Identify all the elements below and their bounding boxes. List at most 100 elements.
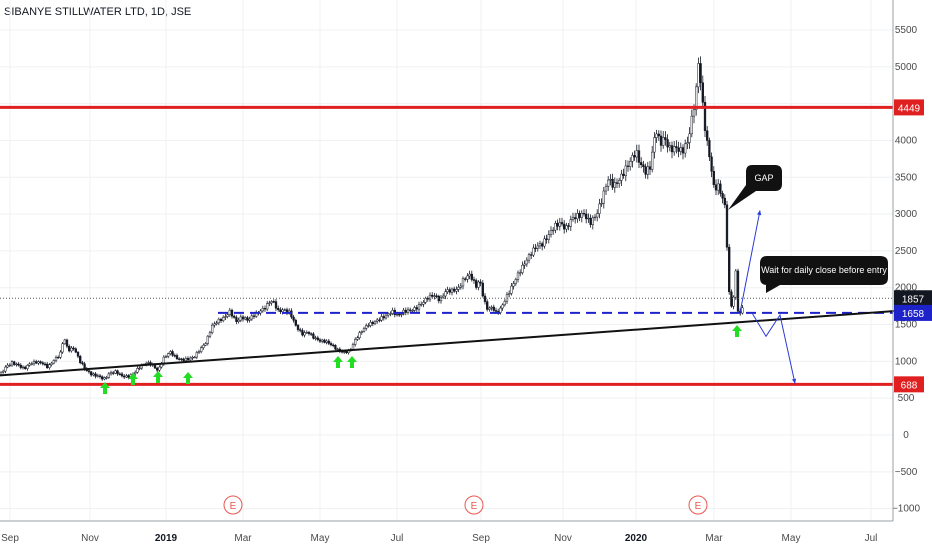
candle-body xyxy=(567,225,570,227)
candle-body xyxy=(96,375,99,377)
candle-body xyxy=(677,147,680,152)
x-tick-label: May xyxy=(782,533,801,544)
candle-body xyxy=(514,279,517,284)
callouts: GAP Wait for daily close before entry xyxy=(728,165,888,293)
candle-body xyxy=(283,309,286,311)
candle-body xyxy=(63,339,66,344)
candle-body xyxy=(354,339,357,345)
candle-body xyxy=(76,351,80,357)
candle-body xyxy=(697,63,700,88)
earnings-marker-label: E xyxy=(230,501,237,512)
candle-body xyxy=(690,115,693,135)
level-badge xyxy=(894,376,924,393)
candle-body xyxy=(554,223,557,231)
candle-body xyxy=(373,321,377,325)
candle-body xyxy=(686,142,689,145)
candle-body xyxy=(420,304,423,306)
candle-body xyxy=(481,282,484,297)
candle-body xyxy=(428,294,432,300)
candle-body xyxy=(114,370,117,374)
candle-body xyxy=(578,213,581,218)
candle-body xyxy=(512,283,515,287)
candle-body xyxy=(466,275,469,280)
candle-body xyxy=(730,291,733,307)
candle-body xyxy=(442,295,445,298)
candle-body xyxy=(450,288,454,293)
candle-body xyxy=(173,355,176,357)
candle-body xyxy=(125,375,128,378)
candle-body xyxy=(618,180,621,184)
entry-callout xyxy=(760,256,888,293)
candle-body xyxy=(301,330,304,336)
candle-body xyxy=(600,202,603,205)
candle-body xyxy=(362,328,366,332)
candle-body xyxy=(17,363,20,366)
candle-body xyxy=(670,145,674,153)
candle-body xyxy=(591,217,594,225)
candle-body xyxy=(585,213,588,220)
candle-body xyxy=(657,133,660,137)
candle-body xyxy=(734,270,737,298)
candle-body xyxy=(239,316,242,321)
candle-body xyxy=(217,318,220,324)
candle-body xyxy=(426,298,429,300)
candle-body xyxy=(699,63,702,83)
candle-body xyxy=(666,139,669,148)
candle-body xyxy=(318,339,322,342)
candle-body xyxy=(439,296,443,302)
candle-body xyxy=(50,362,53,365)
candle-body xyxy=(290,310,293,318)
projection-down-arrowhead xyxy=(791,378,797,384)
up-arrow-icon xyxy=(128,373,138,385)
candle-body xyxy=(547,234,550,240)
candle-body xyxy=(387,313,390,316)
candle-body xyxy=(2,370,5,373)
candle-body xyxy=(156,367,159,371)
candle-body xyxy=(233,315,236,318)
x-tick-label: Jul xyxy=(865,533,878,544)
earnings-marker xyxy=(464,495,484,515)
level-badge-label: 4449 xyxy=(898,103,921,114)
candle-body xyxy=(503,300,506,306)
projection-down-path xyxy=(751,312,796,384)
candle-body xyxy=(191,356,194,359)
y-tick-label: 1000 xyxy=(895,356,918,367)
candle-body xyxy=(226,314,229,317)
candle-body xyxy=(637,150,641,163)
candle-body xyxy=(406,309,410,313)
candle-body xyxy=(695,86,698,111)
y-tick-label: 2500 xyxy=(895,246,918,257)
candle-body xyxy=(538,243,542,247)
candle-body xyxy=(48,364,51,369)
candle-body xyxy=(54,357,58,361)
candle-body xyxy=(684,143,687,154)
candle-body xyxy=(15,363,18,366)
candle-body xyxy=(703,102,707,131)
candle-body xyxy=(24,366,27,369)
candle-body xyxy=(582,213,586,215)
candle-body xyxy=(560,222,564,225)
candle-body xyxy=(433,295,436,297)
candle-body xyxy=(81,362,84,365)
candle-body xyxy=(274,301,278,309)
up-arrow-icon xyxy=(333,356,343,368)
candle-body xyxy=(134,372,137,375)
candle-body xyxy=(32,361,36,365)
candle-body xyxy=(37,361,40,364)
candle-body xyxy=(706,130,709,141)
candle-body xyxy=(532,247,535,256)
candle-body xyxy=(182,358,185,361)
candle-body xyxy=(717,183,720,191)
candle-body xyxy=(457,287,460,290)
gap-callout xyxy=(728,165,782,210)
candle-body xyxy=(525,259,528,265)
candle-body xyxy=(622,173,625,176)
current-price-badge xyxy=(894,290,932,307)
candle-body xyxy=(92,373,95,376)
candle-body xyxy=(74,348,77,353)
candle-body xyxy=(178,358,181,360)
candle-body xyxy=(189,357,192,361)
candle-body xyxy=(94,373,97,377)
candle-body xyxy=(543,238,546,247)
